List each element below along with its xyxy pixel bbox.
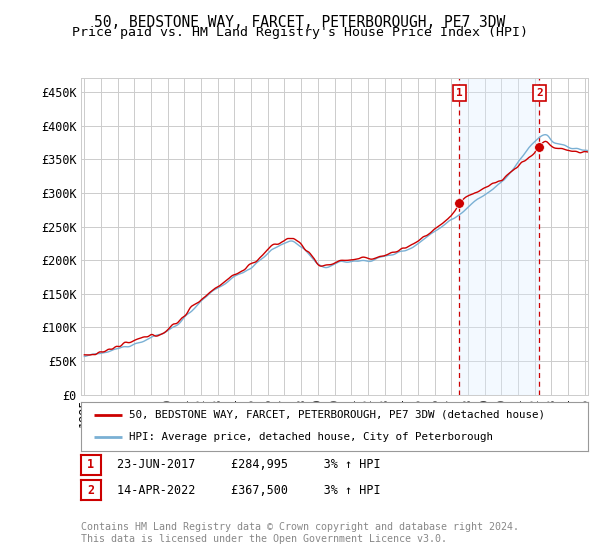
Text: 23-JUN-2017     £284,995     3% ↑ HPI: 23-JUN-2017 £284,995 3% ↑ HPI <box>117 458 380 472</box>
Text: 50, BEDSTONE WAY, FARCET, PETERBOROUGH, PE7 3DW: 50, BEDSTONE WAY, FARCET, PETERBOROUGH, … <box>94 15 506 30</box>
Text: 14-APR-2022     £367,500     3% ↑ HPI: 14-APR-2022 £367,500 3% ↑ HPI <box>117 483 380 497</box>
Text: 2: 2 <box>536 88 542 98</box>
Text: 2: 2 <box>88 483 94 497</box>
Text: 1: 1 <box>456 88 463 98</box>
Text: Price paid vs. HM Land Registry's House Price Index (HPI): Price paid vs. HM Land Registry's House … <box>72 26 528 39</box>
Text: Contains HM Land Registry data © Crown copyright and database right 2024.
This d: Contains HM Land Registry data © Crown c… <box>81 522 519 544</box>
Text: HPI: Average price, detached house, City of Peterborough: HPI: Average price, detached house, City… <box>129 432 493 442</box>
Text: 50, BEDSTONE WAY, FARCET, PETERBOROUGH, PE7 3DW (detached house): 50, BEDSTONE WAY, FARCET, PETERBOROUGH, … <box>129 410 545 420</box>
Text: 1: 1 <box>88 458 94 472</box>
Bar <box>459 78 539 395</box>
